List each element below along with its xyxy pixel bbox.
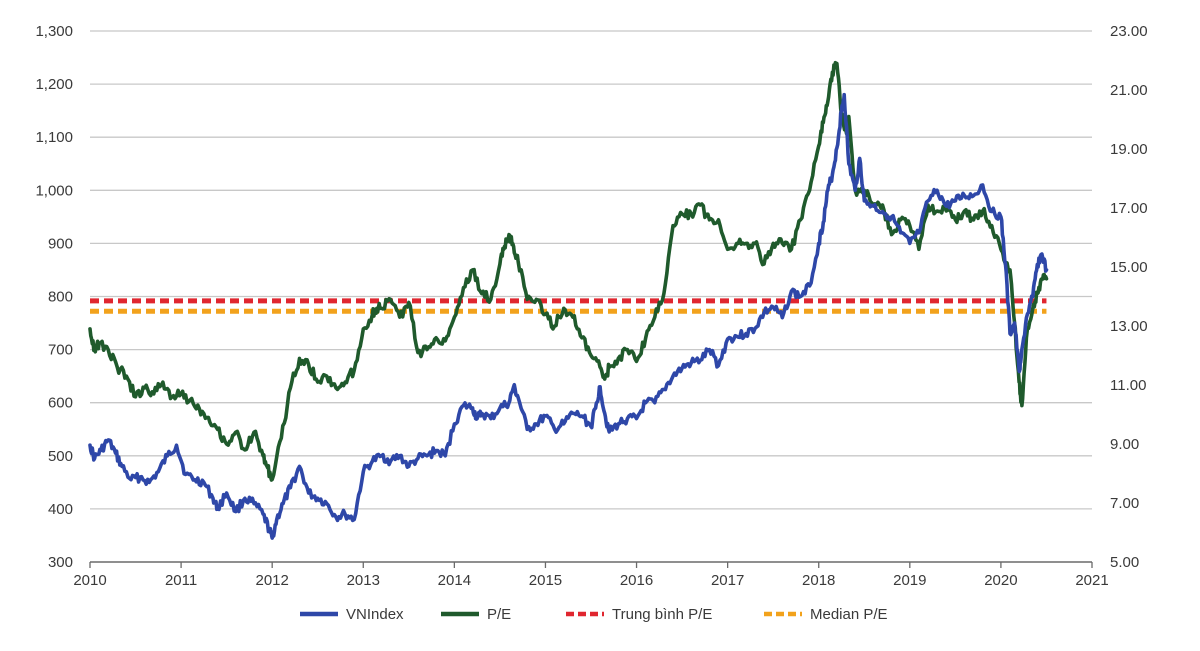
plot-area <box>88 60 1049 540</box>
x-tick-label: 2012 <box>255 572 288 589</box>
y-tick-label: 1,100 <box>35 129 73 146</box>
y2-tick-label: 17.00 <box>1110 200 1148 217</box>
x-tick-label: 2016 <box>620 572 653 589</box>
y-tick-label: 700 <box>48 342 73 359</box>
y2-tick-label: 5.00 <box>1110 554 1139 571</box>
x-tick-label: 2018 <box>802 572 835 589</box>
x-tick-label: 2010 <box>73 572 106 589</box>
y2-tick-label: 13.00 <box>1110 318 1148 335</box>
legend-label-vnindex: VNIndex <box>346 606 404 623</box>
y-tick-label: 300 <box>48 554 73 571</box>
y-tick-label: 600 <box>48 395 73 412</box>
x-tick-label: 2017 <box>711 572 744 589</box>
x-tick-label: 2015 <box>529 572 562 589</box>
x-tick-label: 2019 <box>893 572 926 589</box>
gridlines <box>90 30 1092 510</box>
legend-label-pe-mean: Trung bình P/E <box>612 606 712 623</box>
y-tick-label: 900 <box>48 235 73 252</box>
y-tick-label: 400 <box>48 501 73 518</box>
y2-tick-label: 23.00 <box>1110 23 1148 40</box>
y2-tick-label: 7.00 <box>1110 495 1139 512</box>
x-tick-label: 2014 <box>438 572 471 589</box>
axes: 300 400 500 600 700 800 900 1,000 1,100 1,200 1,30… <box>35 23 1147 589</box>
y-tick-label: 1,000 <box>35 182 73 199</box>
y-tick-label: 1,300 <box>35 23 73 40</box>
legend: VNIndex P/E Trung bình P/E Median P/E <box>300 606 888 623</box>
y2-tick-label: 19.00 <box>1110 141 1148 158</box>
x-tick-label: 2021 <box>1075 572 1108 589</box>
x-tick-label: 2013 <box>347 572 380 589</box>
x-tick-label: 2020 <box>984 572 1017 589</box>
x-tick-label: 2011 <box>165 572 197 589</box>
y2-tick-label: 11.00 <box>1110 377 1146 394</box>
y2-tick-label: 9.00 <box>1110 436 1139 453</box>
y2-tick-label: 21.00 <box>1110 82 1148 99</box>
legend-label-pe-median: Median P/E <box>810 606 888 623</box>
y2-tick-label: 15.00 <box>1110 259 1148 276</box>
y-tick-label: 1,200 <box>35 76 73 93</box>
vnindex-line <box>88 92 1049 540</box>
pe-line <box>88 60 1049 482</box>
y-tick-label: 500 <box>48 448 73 465</box>
legend-label-pe: P/E <box>487 606 511 623</box>
y-tick-label: 800 <box>48 289 73 306</box>
